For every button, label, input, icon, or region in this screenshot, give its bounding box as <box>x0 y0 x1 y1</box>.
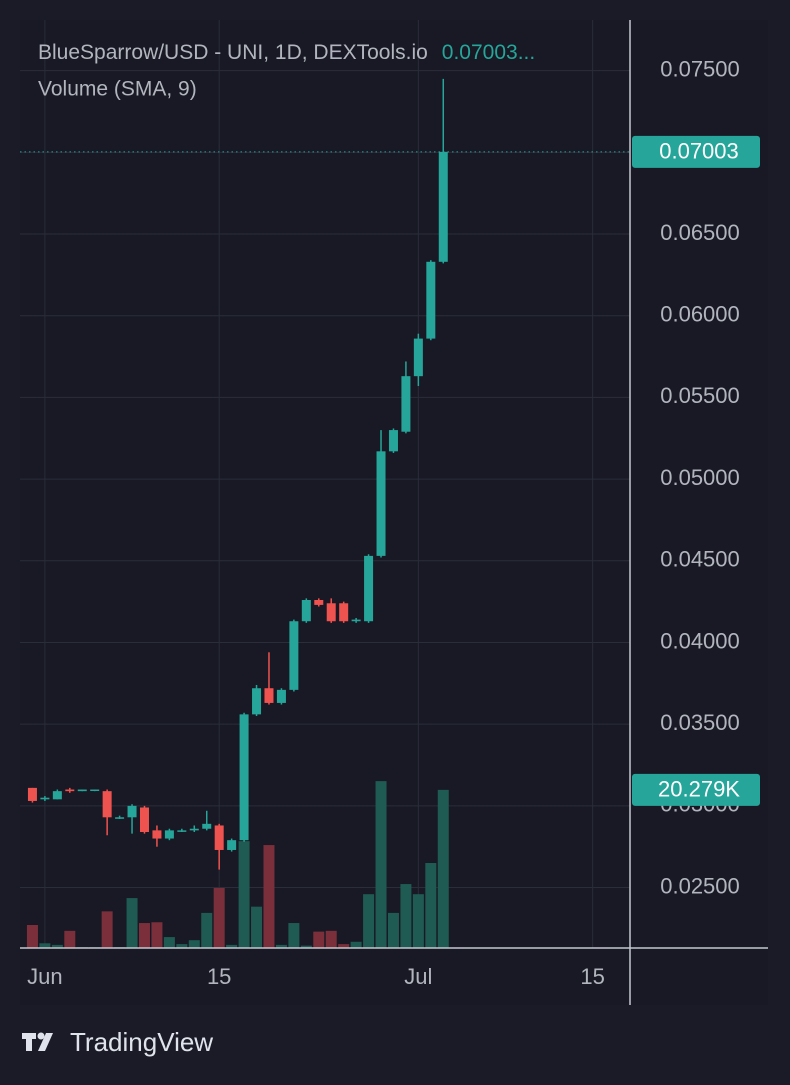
volume-bar <box>138 923 150 948</box>
volume-bar <box>363 894 375 948</box>
last-price-badge <box>632 135 760 168</box>
y-tick-label: 0.04000 <box>660 628 740 653</box>
candle-body <box>388 430 398 452</box>
volume-bar <box>226 944 238 948</box>
volume-bar <box>251 906 263 948</box>
candle-body <box>376 451 386 556</box>
candle-body <box>276 689 286 703</box>
volume-badge <box>632 773 760 806</box>
candle-body <box>139 807 149 832</box>
candle-body <box>326 603 336 622</box>
volume-bar <box>375 781 387 948</box>
volume-bar <box>201 912 213 948</box>
candle-body <box>177 830 187 832</box>
brand-logo <box>22 1032 53 1051</box>
volume-bar <box>425 862 437 948</box>
candle-body <box>426 261 436 339</box>
candle-body <box>227 840 237 850</box>
volume-bar <box>263 845 275 948</box>
candle-body <box>77 789 87 792</box>
volume-layer <box>26 781 449 948</box>
volume-bar <box>313 931 325 948</box>
axes: 0.025000.030000.035000.040000.045000.050… <box>27 56 760 989</box>
candle-body <box>127 805 137 818</box>
y-tick-label: 0.04500 <box>660 547 740 572</box>
volume-bar <box>176 944 188 948</box>
chart-panel <box>20 20 768 1005</box>
x-tick-label: 15 <box>207 964 231 989</box>
volume-bar <box>338 944 350 948</box>
volume-bar <box>400 884 412 948</box>
volume-bar <box>350 941 362 948</box>
candle-body <box>413 338 423 377</box>
candle-body <box>90 789 100 792</box>
candle-body <box>65 789 75 792</box>
y-tick-label: 0.07500 <box>660 56 740 81</box>
volume-bar <box>39 943 51 948</box>
candle-body <box>202 823 212 829</box>
chart-title: BlueSparrow/USD - UNI, 1D, DEXTools.io 0.… <box>38 41 535 64</box>
volume-bar <box>163 937 175 948</box>
volume-bar <box>151 922 163 948</box>
volume-bar <box>238 841 250 948</box>
candle-body <box>102 791 112 818</box>
y-tick-label: 0.02500 <box>660 873 740 898</box>
volume-bar <box>300 945 312 948</box>
y-tick-label: 0.05500 <box>660 383 740 408</box>
volume-bar <box>126 898 138 948</box>
y-tick-label: 0.06500 <box>660 220 740 245</box>
grid <box>20 20 630 948</box>
y-tick-label: 0.05000 <box>660 465 740 490</box>
x-tick-label: Jul <box>404 964 432 989</box>
candle-body <box>339 603 349 622</box>
candle-body <box>164 830 174 839</box>
volume-bar <box>213 887 225 948</box>
chart-subtitle: Volume (SMA, 9) <box>38 78 197 101</box>
volume-bar <box>387 912 399 948</box>
volume-bar <box>101 911 113 948</box>
volume-bar <box>64 930 76 948</box>
brand-name: TradingView <box>70 1027 213 1057</box>
volume-bar <box>288 923 300 948</box>
candle-body <box>27 787 37 801</box>
candle-layer <box>20 78 630 870</box>
candle-body <box>115 817 125 819</box>
candle-body <box>40 797 50 800</box>
candle-body <box>252 688 262 715</box>
candle-body <box>52 791 62 800</box>
y-tick-label: 0.06000 <box>660 302 740 327</box>
candle-body <box>289 621 299 690</box>
candle-body <box>314 600 324 605</box>
volume-bar <box>275 944 287 948</box>
volume-bar <box>188 940 200 948</box>
candle-body <box>264 688 274 703</box>
candle-body <box>401 376 411 432</box>
y-tick-label: 0.03500 <box>660 710 740 735</box>
volume-bar <box>51 944 63 948</box>
title-price: 0.07003... <box>442 41 535 64</box>
last-price-label: 0.07003 <box>659 139 739 164</box>
volume-bar <box>412 894 424 948</box>
candle-body <box>152 830 162 839</box>
candle-body <box>351 619 361 622</box>
candle-body <box>189 828 199 831</box>
x-tick-label: Jun <box>27 964 62 989</box>
volume-label: 20.279K <box>658 777 740 802</box>
x-tick-label: 15 <box>580 964 604 989</box>
candle-body <box>364 555 374 622</box>
candle-body <box>214 825 224 850</box>
candle-body <box>239 714 249 841</box>
title-text: BlueSparrow/USD - UNI, 1D, DEXTools.io <box>38 41 428 64</box>
candle-body <box>301 600 311 622</box>
candle-body <box>438 151 448 262</box>
volume-bar <box>437 789 449 948</box>
volume-bar <box>325 930 337 948</box>
volume-bar <box>26 924 38 948</box>
